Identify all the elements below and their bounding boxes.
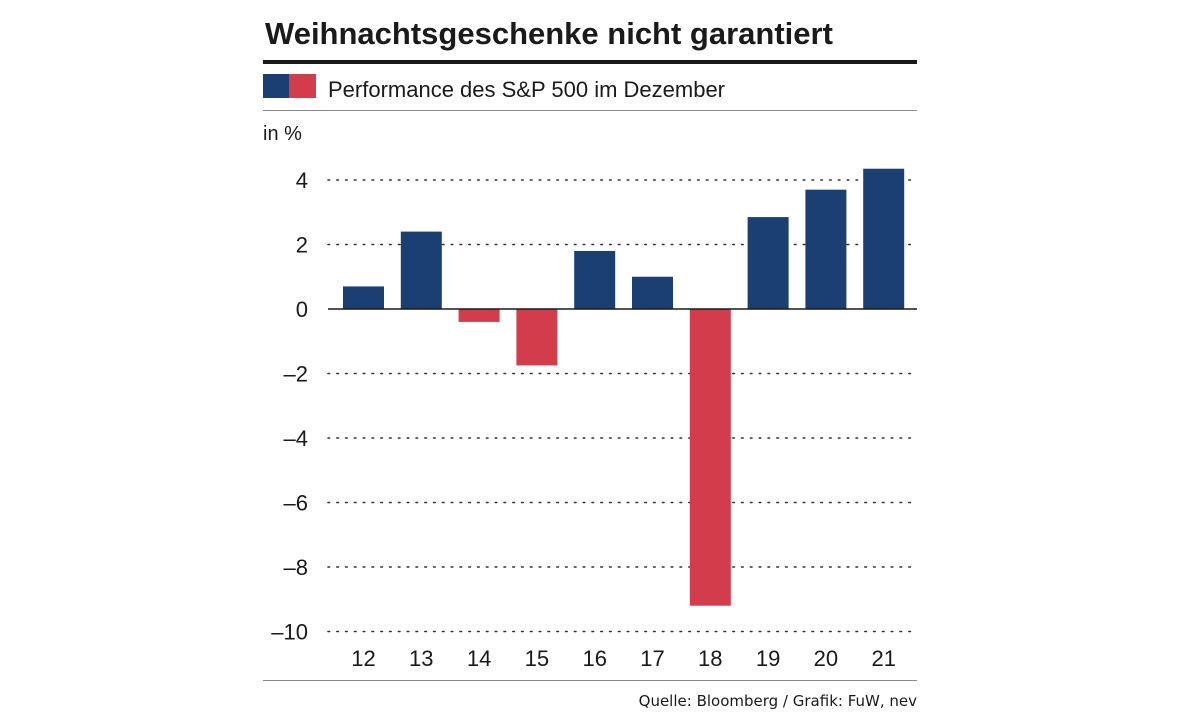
y-tick-label: 4: [296, 168, 308, 193]
legend-swatch-negative: [289, 74, 316, 98]
bar-16: [574, 250, 616, 309]
y-tick-label: –6: [284, 491, 308, 516]
x-tick-label: 12: [351, 646, 375, 671]
y-tick-label: 0: [296, 297, 308, 322]
bottom-rule: [263, 680, 917, 681]
x-tick-label: 19: [756, 646, 780, 671]
x-tick-label: 14: [467, 646, 491, 671]
y-tick-label: –8: [284, 555, 308, 580]
bar-17: [632, 276, 673, 309]
bars: [343, 168, 905, 606]
bar-13: [400, 231, 442, 309]
legend-swatch-positive: [263, 74, 289, 98]
bar-15: [516, 309, 558, 366]
x-tick-labels: 12 13 14 15 16 17 18 19 20 21: [351, 646, 896, 671]
chart-title: Weihnachtsgeschenke nicht garantiert: [265, 16, 833, 51]
y-tick-label: –4: [284, 426, 308, 451]
y-tick-label: 2: [296, 233, 308, 258]
x-tick-label: 16: [582, 646, 606, 671]
y-axis-label: in %: [263, 123, 302, 145]
y-tick-label: –10: [271, 620, 308, 645]
bar-20: [805, 189, 847, 309]
source-note: Quelle: Bloomberg / Grafik: FuW, nev: [639, 692, 917, 710]
bar-12: [343, 286, 384, 309]
bar-21: [863, 168, 905, 309]
bar-14: [458, 309, 500, 322]
x-tick-label: 15: [525, 646, 549, 671]
x-tick-label: 13: [409, 646, 433, 671]
bar-18: [689, 309, 731, 606]
x-tick-label: 20: [814, 646, 838, 671]
bar-19: [747, 217, 789, 309]
legend-rule: [263, 110, 917, 111]
x-tick-label: 18: [698, 646, 722, 671]
title-rule: [263, 60, 917, 64]
y-tick-label: –2: [284, 362, 308, 387]
x-tick-label: 21: [871, 646, 895, 671]
y-tick-labels: 4 2 0 –2 –4 –6 –8 –10: [271, 168, 308, 645]
x-tick-label: 17: [640, 646, 664, 671]
legend-label: Performance des S&P 500 im Dezember: [328, 77, 725, 102]
